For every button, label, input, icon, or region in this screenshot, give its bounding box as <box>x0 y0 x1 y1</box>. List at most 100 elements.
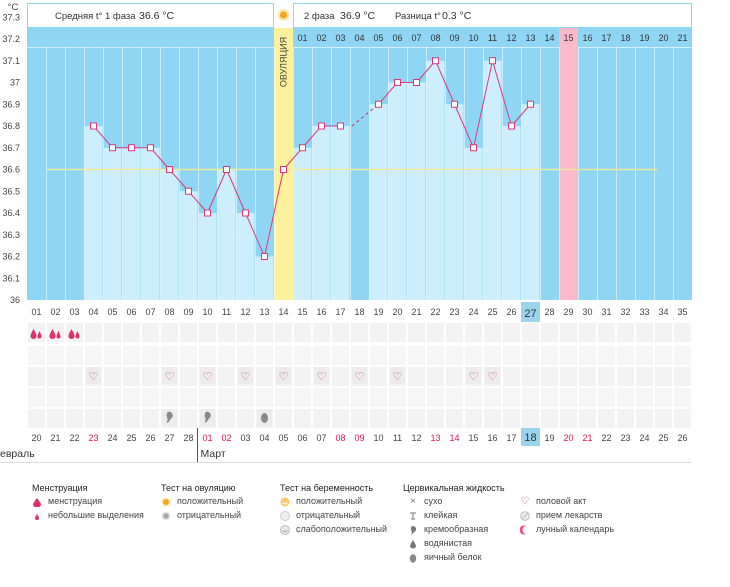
date-label: 23 <box>88 433 98 443</box>
marker-cell <box>655 346 672 365</box>
legend-pregnancy-test-title: Тест на беременность <box>280 483 374 493</box>
phase2-day-cell <box>578 28 597 47</box>
temp-bar <box>388 82 407 300</box>
marker-cell <box>674 346 691 365</box>
temp-line-segment <box>283 147 303 170</box>
temp-line-segment <box>302 125 322 149</box>
cycle-day-label: 16 <box>316 307 326 317</box>
blood-drop-icon <box>30 329 37 339</box>
marker-cell <box>408 388 425 407</box>
y-tick-label: 37.3 <box>2 12 20 22</box>
temp-point <box>394 79 401 86</box>
marker-cell <box>484 409 501 428</box>
ovulation-column <box>274 28 293 300</box>
legend: Менструация менструация небольшие выделе… <box>0 470 730 587</box>
marker-cell <box>28 346 45 365</box>
phase2-day-cell <box>483 28 502 47</box>
temp-line-segment <box>435 60 455 105</box>
marker-cell <box>560 323 577 342</box>
watery-drop-icon <box>408 539 418 549</box>
marker-cell <box>218 346 235 365</box>
cycle-day-label: 32 <box>620 307 630 317</box>
temp-point <box>204 209 211 217</box>
phase2-day-cell <box>369 28 388 47</box>
marker-cell <box>218 367 235 386</box>
marker-cell <box>408 323 425 342</box>
legend-ovulation-test-title: Тест на овуляцию <box>161 483 236 493</box>
sticky-icon <box>408 511 418 521</box>
pregnancy-negative-icon <box>280 510 290 521</box>
heart-icon: ♡ <box>165 371 175 383</box>
marker-cell <box>503 346 520 365</box>
marker-cell <box>351 323 368 342</box>
temp-point <box>451 100 458 108</box>
date-label: 24 <box>639 433 649 443</box>
phase2-day-cell <box>597 28 616 47</box>
marker-cell <box>408 346 425 365</box>
phase2-day-cell <box>293 28 312 47</box>
date-label: 15 <box>468 433 478 443</box>
date-label: 25 <box>126 433 136 443</box>
today-cycle-day-label: 27 <box>524 308 536 320</box>
phase2-day-label: 19 <box>639 33 649 43</box>
marker-cell <box>674 409 691 428</box>
cycle-day-label: 28 <box>544 307 554 317</box>
marker-cell <box>484 388 501 407</box>
temp-line-segment <box>473 60 493 148</box>
y-tick-label: 36 <box>10 295 20 305</box>
header-phase1-box <box>27 3 274 28</box>
cycle-day-label: 35 <box>677 307 687 317</box>
marker-cell <box>28 367 45 386</box>
cycle-day-label: 03 <box>69 307 79 317</box>
legend-spotting-item: небольшие выделения <box>32 510 144 521</box>
marker-cell <box>370 388 387 407</box>
phase2-day-label: 02 <box>316 33 326 43</box>
y-unit-label: °C <box>8 2 19 13</box>
marker-cell <box>180 388 197 407</box>
temp-bar <box>160 169 179 300</box>
marker-cell <box>579 323 596 342</box>
heart-icon: ♡ <box>241 371 251 383</box>
marker-cell <box>655 388 672 407</box>
marker-cell <box>199 346 216 365</box>
date-label: 19 <box>544 433 554 443</box>
heart-icon: ♡ <box>203 371 213 383</box>
pregnancy-positive-icon <box>280 497 290 507</box>
marker-cell <box>142 388 159 407</box>
marker-cell <box>541 388 558 407</box>
marker-cell <box>674 323 691 342</box>
date-label: 06 <box>297 433 307 443</box>
marker-cell <box>427 388 444 407</box>
phase2-day-label: 07 <box>411 33 421 43</box>
marker-cell <box>598 367 615 386</box>
date-label: 23 <box>620 433 630 443</box>
temp-point <box>166 166 173 173</box>
marker-cell <box>617 409 634 428</box>
marker-cell <box>351 409 368 428</box>
marker-cell <box>579 346 596 365</box>
marker-cell <box>47 346 64 365</box>
marker-cell <box>370 409 387 428</box>
date-label: 26 <box>677 433 687 443</box>
marker-cell <box>123 409 140 428</box>
legend-ovtest-positive: положительный <box>161 496 243 507</box>
temp-line-segment <box>378 82 398 105</box>
temp-bar <box>445 104 464 300</box>
marker-cell <box>522 388 539 407</box>
sex-marker-bg <box>162 367 177 384</box>
temp-point <box>185 187 192 195</box>
temp-point <box>527 100 534 108</box>
temp-line-segment <box>169 169 189 192</box>
marker-cell <box>560 367 577 386</box>
cycle-day-label: 22 <box>430 307 440 317</box>
cycle-day-label: 23 <box>449 307 459 317</box>
marker-cell <box>560 388 577 407</box>
phase2-day-label: 14 <box>544 33 554 43</box>
cycle-day-label: 04 <box>88 307 98 317</box>
phase2-day-label: 16 <box>582 33 592 43</box>
cycle-day-label: 10 <box>202 307 212 317</box>
marker-cell <box>180 346 197 365</box>
heart-icon: ♡ <box>469 371 479 383</box>
marker-cell <box>218 388 235 407</box>
marker-cell <box>427 346 444 365</box>
